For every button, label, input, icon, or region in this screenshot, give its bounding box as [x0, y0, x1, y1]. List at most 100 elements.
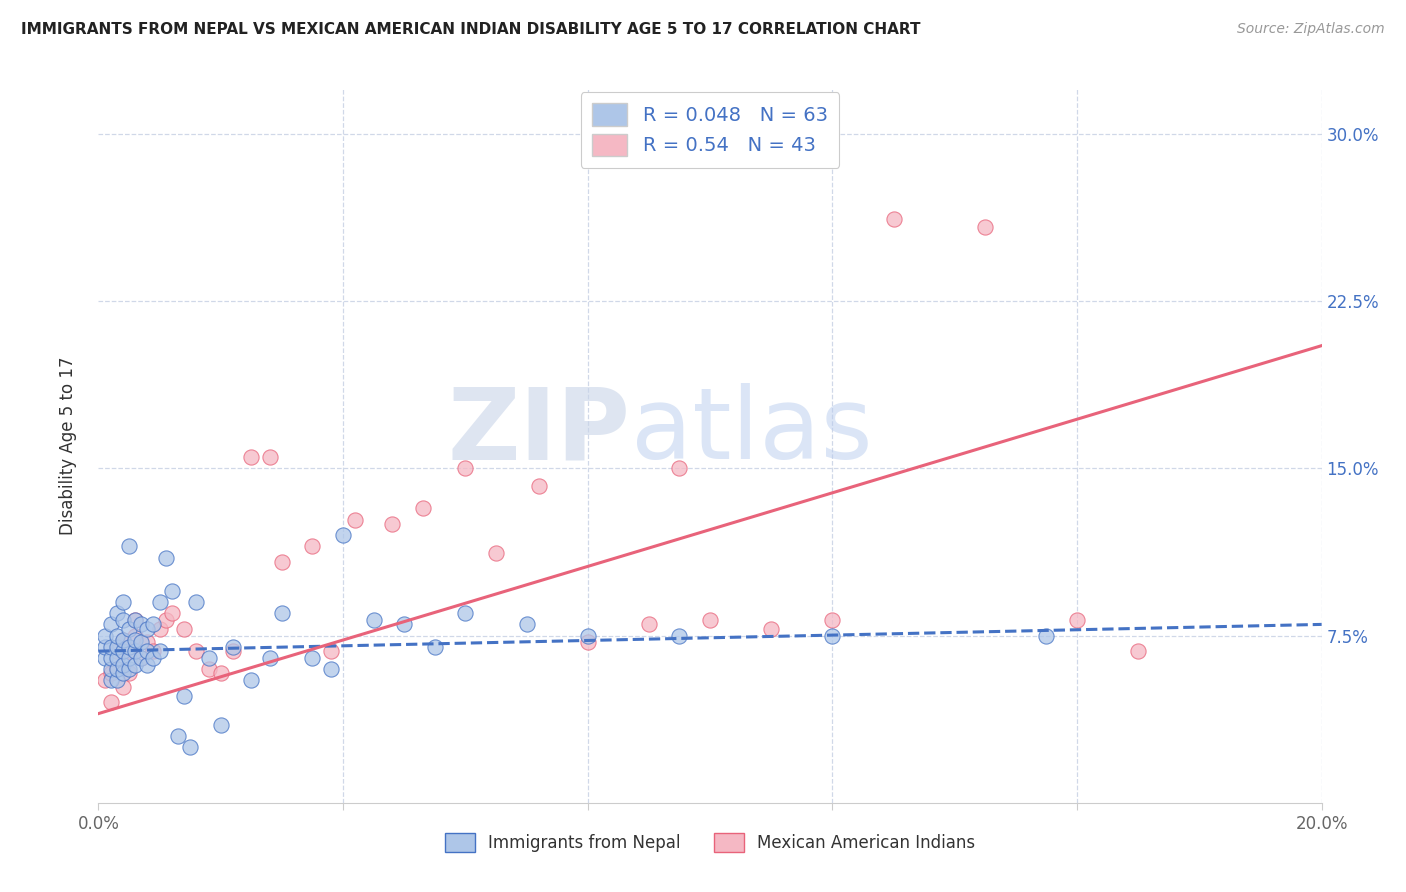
Point — [100, 673, 122, 687]
Point — [209, 717, 232, 731]
Point — [423, 640, 446, 654]
Point — [100, 696, 122, 710]
Point — [111, 633, 134, 648]
Legend: Immigrants from Nepal, Mexican American Indians: Immigrants from Nepal, Mexican American … — [439, 826, 981, 859]
Point — [197, 651, 219, 665]
Point — [136, 635, 159, 649]
Point — [160, 607, 183, 621]
Point — [160, 583, 183, 598]
Point — [149, 622, 172, 636]
Point — [142, 644, 165, 658]
Point — [93, 651, 115, 665]
Point — [527, 479, 550, 493]
Point — [173, 689, 195, 703]
Point — [173, 622, 195, 636]
Point — [412, 501, 434, 516]
Point — [392, 617, 416, 632]
Point — [155, 613, 177, 627]
Point — [167, 729, 190, 743]
Point — [259, 450, 281, 464]
Point — [222, 640, 245, 654]
Text: ZIP: ZIP — [447, 384, 630, 480]
Text: Source: ZipAtlas.com: Source: ZipAtlas.com — [1237, 22, 1385, 37]
Point — [105, 640, 128, 654]
Point — [105, 662, 128, 676]
Point — [576, 628, 599, 642]
Point — [111, 657, 134, 672]
Point — [270, 555, 292, 569]
Point — [485, 546, 508, 560]
Point — [111, 680, 134, 694]
Point — [124, 657, 146, 672]
Point — [668, 628, 690, 642]
Point — [142, 651, 165, 665]
Point — [301, 539, 323, 553]
Point — [699, 613, 721, 627]
Point — [319, 644, 342, 658]
Point — [93, 640, 115, 654]
Point — [129, 635, 152, 649]
Point — [118, 644, 141, 658]
Point — [111, 595, 134, 609]
Point — [1128, 644, 1150, 658]
Point — [124, 628, 146, 642]
Point — [301, 651, 323, 665]
Point — [759, 622, 782, 636]
Y-axis label: Disability Age 5 to 17: Disability Age 5 to 17 — [59, 357, 77, 535]
Point — [111, 666, 134, 681]
Point — [124, 644, 146, 658]
Point — [576, 635, 599, 649]
Point — [105, 628, 128, 642]
Point — [111, 644, 134, 658]
Point — [136, 657, 159, 672]
Point — [129, 651, 152, 665]
Point — [1035, 628, 1057, 642]
Point — [516, 617, 538, 632]
Point — [118, 662, 141, 676]
Point — [124, 613, 146, 627]
Point — [142, 617, 165, 632]
Point — [93, 628, 115, 642]
Point — [179, 740, 201, 755]
Point — [136, 644, 159, 658]
Text: atlas: atlas — [630, 384, 872, 480]
Point — [270, 607, 292, 621]
Text: IMMIGRANTS FROM NEPAL VS MEXICAN AMERICAN INDIAN DISABILITY AGE 5 TO 17 CORRELAT: IMMIGRANTS FROM NEPAL VS MEXICAN AMERICA… — [21, 22, 921, 37]
Point — [100, 666, 122, 681]
Point — [1066, 613, 1088, 627]
Point — [129, 617, 152, 632]
Point — [105, 644, 128, 658]
Point — [319, 662, 342, 676]
Point — [105, 607, 128, 621]
Point — [100, 662, 122, 676]
Point — [186, 595, 208, 609]
Point — [111, 613, 134, 627]
Point — [332, 528, 354, 542]
Point — [821, 613, 844, 627]
Point — [124, 613, 146, 627]
Point — [118, 640, 141, 654]
Point — [100, 651, 122, 665]
Point — [668, 461, 690, 475]
Point — [105, 651, 128, 665]
Point — [118, 539, 141, 553]
Point — [821, 628, 844, 642]
Point — [105, 662, 128, 676]
Point — [118, 622, 141, 636]
Point — [149, 595, 172, 609]
Point — [93, 673, 115, 687]
Point — [186, 644, 208, 658]
Point — [100, 617, 122, 632]
Point — [363, 613, 385, 627]
Point — [197, 662, 219, 676]
Point — [111, 633, 134, 648]
Point — [454, 607, 477, 621]
Point — [149, 644, 172, 658]
Point — [344, 512, 367, 526]
Point — [637, 617, 661, 632]
Point — [454, 461, 477, 475]
Point — [974, 220, 997, 235]
Point — [883, 211, 905, 226]
Point — [209, 666, 232, 681]
Point — [136, 622, 159, 636]
